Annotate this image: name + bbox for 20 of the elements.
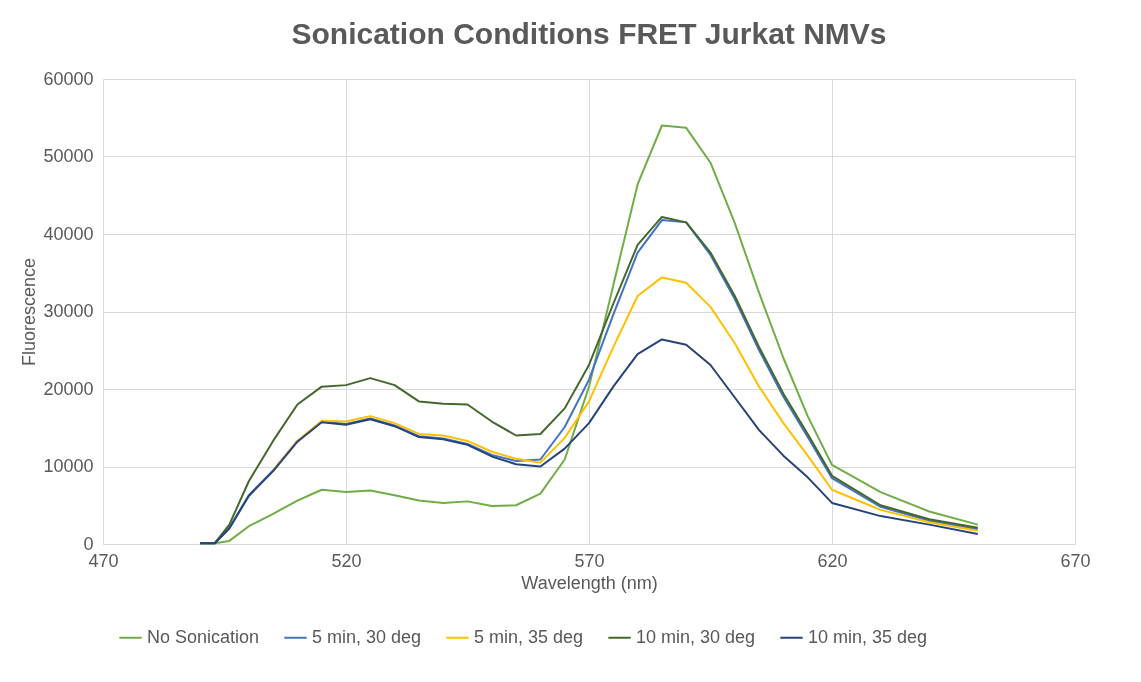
x-tick-label: 520 xyxy=(331,550,362,571)
legend-label: 10 min, 35 deg xyxy=(808,626,928,647)
y-tick-label: 10000 xyxy=(43,456,94,476)
legend-label: 10 min, 30 deg xyxy=(636,626,756,647)
y-axis-title: Fluorescence xyxy=(19,257,40,367)
x-tick-label: 670 xyxy=(1060,550,1091,571)
y-tick-label: 60000 xyxy=(43,68,94,89)
line-series xyxy=(199,338,979,545)
legend-label: No Sonication xyxy=(147,626,260,647)
y-tick-label: 20000 xyxy=(43,378,94,399)
x-tick-label: 620 xyxy=(817,550,848,571)
legend-label: 5 min, 35 deg xyxy=(474,626,584,647)
x-axis-title: Wavelength (nm) xyxy=(521,572,658,593)
line-series xyxy=(272,276,979,532)
chart-title: Sonication Conditions FRET Jurkat NMVs xyxy=(291,17,887,50)
y-tick-label: 30000 xyxy=(43,301,94,321)
y-tick-label: 50000 xyxy=(43,146,94,166)
x-tick-label: 570 xyxy=(574,550,605,571)
y-tick-label: 40000 xyxy=(43,223,94,244)
legend-label: 5 min, 30 deg xyxy=(312,626,422,647)
